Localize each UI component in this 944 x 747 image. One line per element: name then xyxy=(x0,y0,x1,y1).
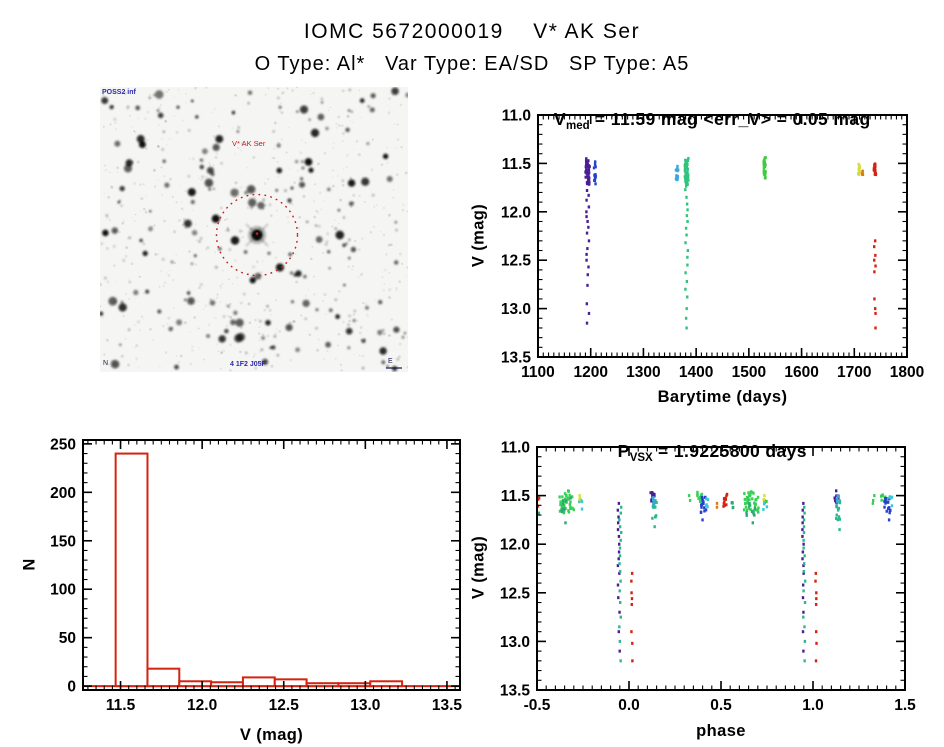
survey-label: POSS2 inf xyxy=(102,89,136,96)
phase-folded-light-curve-chart: -0.5 0.0 0.5 1.0 1.5 11.0 11.5 12.0 12.5 13.0 13.5 xyxy=(500,440,916,715)
barytime-light-curve-chart: 1100 1200 1300 1400 1500 1600 1700 1800 11.0 11.5… xyxy=(501,108,924,382)
y-tick-label: 13.5 xyxy=(501,350,532,367)
target-label: V* AK Ser xyxy=(232,139,266,148)
magnitude-histogram-chart: 11.5 12.0 12.5 13.0 13.5 0 50 100 150 200 250 xyxy=(50,436,463,714)
y-tick-label: 12.5 xyxy=(501,253,532,270)
vmed-symbol: V xyxy=(553,109,566,129)
x-tick-label: 1400 xyxy=(679,364,713,381)
pvsx-symbol: P xyxy=(617,441,630,461)
minor-ticks xyxy=(83,440,460,690)
phase-xaxis-title: phase xyxy=(696,722,746,740)
x-tick-label: 0.5 xyxy=(710,697,732,714)
x-tick-label: 1700 xyxy=(837,364,871,381)
hist-xaxis-title: V (mag) xyxy=(239,726,304,744)
histogram-bars xyxy=(84,452,459,688)
axes xyxy=(82,439,461,691)
y-tick-label: 250 xyxy=(50,436,76,453)
y-tick-label: 11.0 xyxy=(502,108,531,125)
target-marker-circle xyxy=(215,193,299,277)
x-tick-label: 1.0 xyxy=(802,697,824,714)
target-star xyxy=(241,219,273,251)
x-tick-label: 1200 xyxy=(573,364,607,381)
barytime-xaxis-title: Barytime (days) xyxy=(657,388,788,406)
y-tick-label: 13.0 xyxy=(501,301,531,318)
y-tick-label: 13.5 xyxy=(500,683,531,700)
phase-yaxis-title: V (mag) xyxy=(469,535,488,600)
page-title: IOMC 5672000019 V* AK Ser xyxy=(303,20,641,43)
x-tick-label: 12.0 xyxy=(187,697,217,714)
data-points xyxy=(537,489,905,663)
y-tick-label: 11.5 xyxy=(502,156,532,173)
x-tick-label: 1300 xyxy=(626,364,660,381)
y-tick-label: 100 xyxy=(50,582,76,599)
y-tick-label: 12.0 xyxy=(501,204,531,221)
y-tick-label: 12.5 xyxy=(500,585,531,602)
x-tick-label: 12.5 xyxy=(269,697,300,714)
y-tick-label: 11.5 xyxy=(501,488,531,505)
compass-north-label: N xyxy=(103,360,109,367)
minor-ticks xyxy=(537,114,908,358)
vmed-subscript: med xyxy=(566,120,590,132)
image-caption: 4 1F2 J05F xyxy=(230,361,266,368)
x-tick-label: 13.0 xyxy=(350,697,380,714)
axes xyxy=(537,114,908,358)
x-tick-label: -0.5 xyxy=(524,697,551,714)
page-subtitle: O Type: Al* Var Type: EA/SD SP Type: A5 xyxy=(254,53,690,75)
x-tick-label: 1600 xyxy=(784,364,818,381)
x-tick-label: 0.0 xyxy=(618,697,640,714)
minor-ticks xyxy=(536,446,906,691)
hist-yaxis-title: N xyxy=(20,558,39,571)
barytime-yaxis-title: V (mag) xyxy=(469,203,488,268)
x-tick-label: 1500 xyxy=(732,364,766,381)
x-tick-label: 1.5 xyxy=(894,697,916,714)
y-tick-label: 50 xyxy=(59,630,76,647)
x-tick-label: 13.5 xyxy=(432,697,463,714)
y-tick-label: 11.0 xyxy=(501,440,530,457)
finder-chart-image: POSS2 inf V* AK Ser N 4 1F2 J05F E xyxy=(100,87,408,372)
star-field xyxy=(100,87,408,372)
y-tick-label: 12.0 xyxy=(500,537,530,554)
x-tick-label: 1800 xyxy=(890,364,924,381)
y-tick-label: 150 xyxy=(50,533,76,550)
x-tick-label: 11.5 xyxy=(106,697,136,714)
pvsx-subscript: VSX xyxy=(629,452,653,464)
y-tick-label: 200 xyxy=(50,485,76,502)
scale-east-label: E xyxy=(388,358,393,365)
x-tick-label: 1100 xyxy=(521,364,555,381)
y-tick-label: 13.0 xyxy=(500,634,530,651)
background-noise xyxy=(100,87,408,372)
stars xyxy=(100,87,408,372)
data-points xyxy=(584,156,878,330)
y-tick-label: 0 xyxy=(67,679,76,696)
axes xyxy=(536,446,906,691)
